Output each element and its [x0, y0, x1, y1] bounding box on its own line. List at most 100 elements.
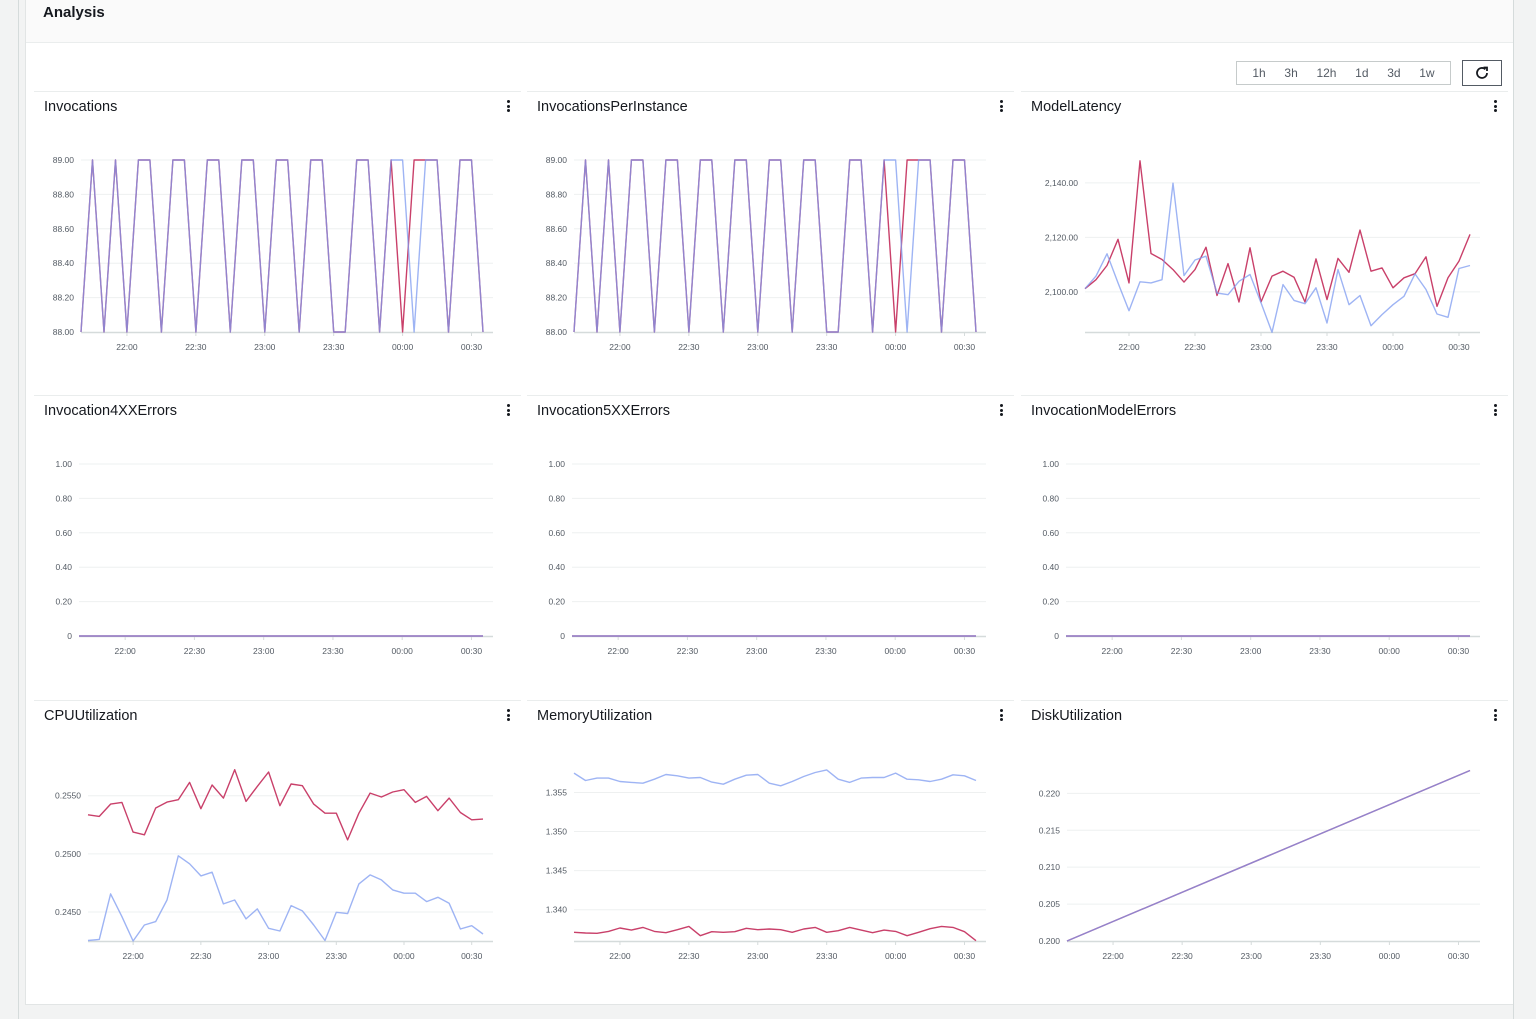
y-tick-label: 1.340: [546, 905, 568, 915]
x-tick-label: 22:00: [123, 951, 145, 961]
chart-title: Invocations: [44, 99, 118, 115]
y-tick-label: 88.60: [53, 224, 75, 234]
x-tick-label: 00:30: [461, 342, 483, 352]
chart-panel-diskutilization: DiskUtilization 0.200 0.205 0.210 0.215 0.22…: [1021, 700, 1508, 1001]
x-tick-label: 22:00: [115, 646, 137, 656]
more-options-icon[interactable]: [507, 709, 511, 723]
x-tick-label: 23:30: [1310, 951, 1332, 961]
range-1d-button[interactable]: 1d: [1355, 66, 1369, 80]
more-options-icon[interactable]: [1000, 100, 1004, 114]
series-line-2: [80, 159, 484, 333]
y-tick-label: 1.345: [546, 866, 568, 876]
chart-title: MemoryUtilization: [537, 708, 653, 724]
refresh-button[interactable]: [1462, 60, 1502, 86]
x-tick-label: 22:00: [1102, 646, 1124, 656]
y-tick-label: 0.20: [55, 597, 72, 607]
range-1w-button[interactable]: 1w: [1419, 66, 1435, 80]
x-tick-label: 00:30: [461, 951, 483, 961]
x-tick-label: 22:00: [608, 646, 630, 656]
x-tick-label: 22:00: [1102, 951, 1124, 961]
y-tick-label: 0.40: [1042, 562, 1059, 572]
x-tick-label: 22:30: [1184, 342, 1206, 352]
y-tick-label: 1.00: [548, 459, 565, 469]
more-options-icon[interactable]: [1494, 709, 1498, 723]
y-tick-label: 1.00: [1042, 459, 1059, 469]
series-line-1: [87, 768, 484, 841]
chart-panel-modellatency: ModelLatency 2,100.00 2,120.00 2,140.00 22:…: [1021, 91, 1508, 392]
left-sidebar-edge: [0, 0, 19, 1019]
scrollbar-track[interactable]: [1513, 0, 1536, 1019]
y-tick-label: 0.2500: [55, 849, 81, 859]
x-tick-label: 00:30: [954, 951, 976, 961]
more-options-icon[interactable]: [1000, 404, 1004, 418]
x-tick-label: 22:30: [678, 951, 700, 961]
chart-title: InvocationsPerInstance: [537, 99, 688, 115]
range-3h-button[interactable]: 3h: [1284, 66, 1298, 80]
x-tick-label: 22:30: [190, 951, 212, 961]
x-tick-label: 22:30: [1171, 646, 1193, 656]
range-12h-button[interactable]: 12h: [1316, 66, 1337, 80]
more-options-icon[interactable]: [1494, 404, 1498, 418]
chart-title: DiskUtilization: [1031, 708, 1123, 724]
x-tick-label: 23:00: [746, 646, 768, 656]
x-tick-label: 23:30: [323, 342, 345, 352]
refresh-icon: [1476, 66, 1488, 79]
line-chart: 1.340 1.345 1.350 1.355 22:00 22:30 23:00 23:30…: [546, 769, 986, 961]
y-tick-label: 0.220: [1039, 788, 1061, 798]
x-tick-label: 00:00: [392, 342, 414, 352]
y-tick-label: 89.00: [53, 155, 75, 165]
series-line-1: [80, 159, 484, 333]
x-tick-label: 22:00: [116, 342, 138, 352]
x-tick-label: 00:00: [1382, 342, 1404, 352]
y-tick-label: 88.80: [546, 189, 568, 199]
chart-title: Invocation4XXErrors: [44, 403, 177, 419]
x-tick-label: 00:30: [954, 646, 976, 656]
x-tick-label: 23:30: [816, 951, 838, 961]
x-tick-label: 00:00: [1379, 646, 1401, 656]
y-tick-label: 2,140.00: [1045, 178, 1078, 188]
more-options-icon[interactable]: [1494, 100, 1498, 114]
x-tick-label: 23:30: [1316, 342, 1338, 352]
y-tick-label: 0.2550: [55, 791, 81, 801]
y-tick-label: 0.40: [55, 562, 72, 572]
x-tick-label: 00:00: [1379, 951, 1401, 961]
more-options-icon[interactable]: [507, 100, 511, 114]
series-line-2: [1066, 769, 1471, 942]
range-1h-button[interactable]: 1h: [1252, 66, 1266, 80]
x-tick-label: 23:00: [1240, 646, 1262, 656]
y-tick-label: 88.20: [53, 293, 75, 303]
y-tick-label: 88.80: [53, 189, 75, 199]
y-tick-label: 0: [67, 631, 72, 641]
y-tick-label: 0: [1054, 631, 1059, 641]
y-tick-label: 0.2450: [55, 907, 81, 917]
y-tick-label: 0: [560, 631, 565, 641]
y-tick-label: 0.80: [548, 493, 565, 503]
y-tick-label: 0.60: [55, 528, 72, 538]
x-tick-label: 22:00: [609, 951, 631, 961]
time-range-selector: 1h 3h 12h 1d 3d 1w: [1236, 61, 1451, 85]
line-chart: 0 0.20 0.40 0.60 0.80 1.00 22:00 22:30 23:00 23:3…: [55, 459, 493, 656]
series-line-1: [573, 925, 977, 942]
range-3d-button[interactable]: 3d: [1387, 66, 1401, 80]
x-tick-label: 00:00: [885, 646, 907, 656]
series-line-2: [573, 769, 977, 787]
x-tick-label: 22:30: [184, 646, 206, 656]
x-tick-label: 23:30: [816, 342, 838, 352]
x-tick-label: 23:30: [322, 646, 344, 656]
y-tick-label: 0.40: [548, 562, 565, 572]
y-tick-label: 0.200: [1039, 936, 1061, 946]
more-options-icon[interactable]: [1000, 709, 1004, 723]
section-title: Analysis: [43, 4, 105, 21]
x-tick-label: 23:00: [1250, 342, 1272, 352]
line-chart: 0 0.20 0.40 0.60 0.80 1.00 22:00 22:30 23:00 23:3…: [548, 459, 986, 656]
analysis-section: Analysis 1h 3h 12h 1d 3d 1w Invocations …: [25, 0, 1513, 1005]
y-tick-label: 88.40: [53, 258, 75, 268]
y-tick-label: 2,120.00: [1045, 232, 1078, 242]
more-options-icon[interactable]: [507, 404, 511, 418]
x-tick-label: 22:30: [677, 646, 699, 656]
x-tick-label: 23:00: [253, 646, 275, 656]
y-tick-label: 0.60: [1042, 528, 1059, 538]
section-header: Analysis: [26, 0, 1513, 43]
x-tick-label: 23:00: [747, 342, 769, 352]
x-tick-label: 23:00: [258, 951, 280, 961]
